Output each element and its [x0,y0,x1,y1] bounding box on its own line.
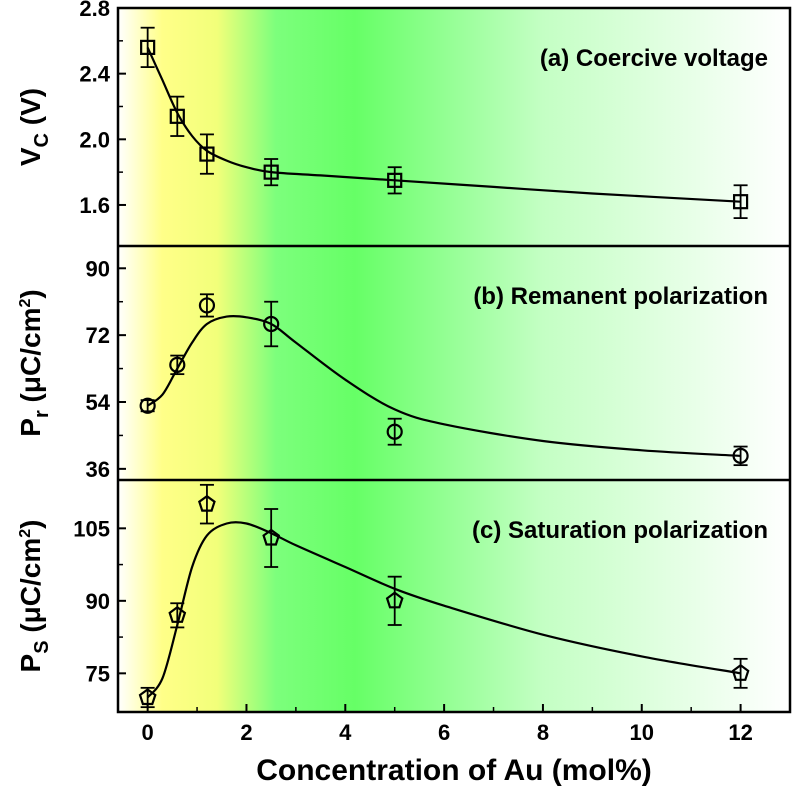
x-tick-label: 4 [339,720,352,745]
panel-b: 36 54 72 90 (b) Remanent polarization Pr (μC/… [15,244,790,482]
data-point [385,591,404,609]
data-point [168,605,187,623]
y-tick-label: 75 [86,661,110,686]
data-point [732,447,749,464]
y-tick-label: 90 [86,256,110,281]
x-tick-label: 12 [728,720,752,745]
x-axis-title: Concentration of Au (mol%) [256,754,652,787]
x-tick-label: 8 [537,720,549,745]
y-tick-label: 105 [73,516,110,541]
y-axis-label: PS (μC/cm2) [15,520,53,673]
data-point [198,297,216,314]
data-point [169,356,186,373]
data-point [169,108,185,124]
x-tick-label: 0 [142,720,154,745]
panel-a: 1.6 2.0 2.4 2.8 (a) Coercive voltage VC (V) [15,0,768,219]
panel-title: (b) Remanent polarization [473,283,768,310]
plot-frame [116,6,792,714]
y-tick-label: 54 [86,390,111,415]
data-point [263,164,279,180]
y-axis-label: VC (V) [15,88,53,166]
y-tick-label: 72 [86,323,110,348]
data-point [731,663,750,681]
y-tick-label: 90 [86,589,110,614]
y-tick-label: 2.4 [79,62,110,87]
data-point [263,315,280,333]
fit-curve [146,314,741,457]
panel-title: (a) Coercive voltage [540,45,768,72]
data-point [732,194,749,210]
fit-curve [146,46,741,203]
data-point [199,146,215,162]
y-tick-label: 36 [86,457,110,482]
panel-title: (c) Saturation polarization [472,517,768,544]
x-axis: 0 2 4 6 8 10 12 [142,704,753,745]
data-point [386,423,403,440]
y-axis-label: Pr (μC/cm2) [15,289,53,436]
data-point [198,494,216,512]
y-tick-label: 2.0 [79,127,110,152]
y-tick-label: 1.6 [79,193,110,218]
data-point [139,397,156,414]
data-point [387,172,403,188]
x-tick-label: 6 [438,720,450,745]
fit-curve [146,521,741,699]
x-tick-label: 2 [240,720,252,745]
plot-background [118,8,790,712]
y-tick-label: 2.8 [79,0,110,21]
panel-c: 75 90 105 (c) Saturation polarization PS (μC… [15,478,790,709]
data-point [262,528,281,546]
x-tick-label: 10 [630,720,654,745]
data-point [140,39,156,55]
